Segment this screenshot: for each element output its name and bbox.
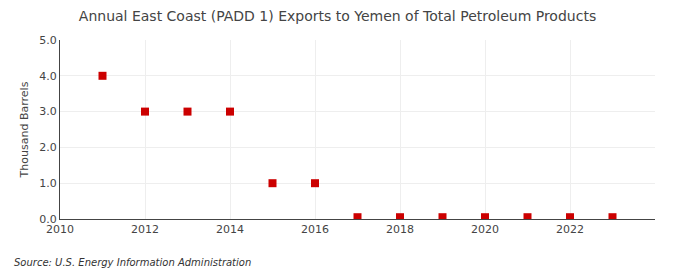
- svg-text:5.0: 5.0: [39, 34, 57, 47]
- svg-text:2012: 2012: [131, 223, 159, 236]
- svg-text:2014: 2014: [216, 223, 244, 236]
- svg-text:4.0: 4.0: [39, 70, 57, 83]
- svg-text:Thousand Barrels: Thousand Barrels: [18, 81, 31, 178]
- svg-text:Source: U.S. Energy Informatio: Source: U.S. Energy Information Administ…: [14, 257, 251, 268]
- svg-text:2020: 2020: [471, 223, 499, 236]
- svg-text:Annual East Coast (PADD 1) Exp: Annual East Coast (PADD 1) Exports to Ye…: [79, 8, 596, 24]
- svg-text:2022: 2022: [556, 223, 584, 236]
- svg-text:2018: 2018: [386, 223, 414, 236]
- svg-text:0.0: 0.0: [39, 213, 57, 226]
- svg-text:2010: 2010: [46, 223, 74, 236]
- svg-text:1.0: 1.0: [39, 177, 57, 190]
- svg-text:2016: 2016: [301, 223, 329, 236]
- svg-text:2.0: 2.0: [39, 141, 57, 154]
- svg-text:3.0: 3.0: [39, 105, 57, 118]
